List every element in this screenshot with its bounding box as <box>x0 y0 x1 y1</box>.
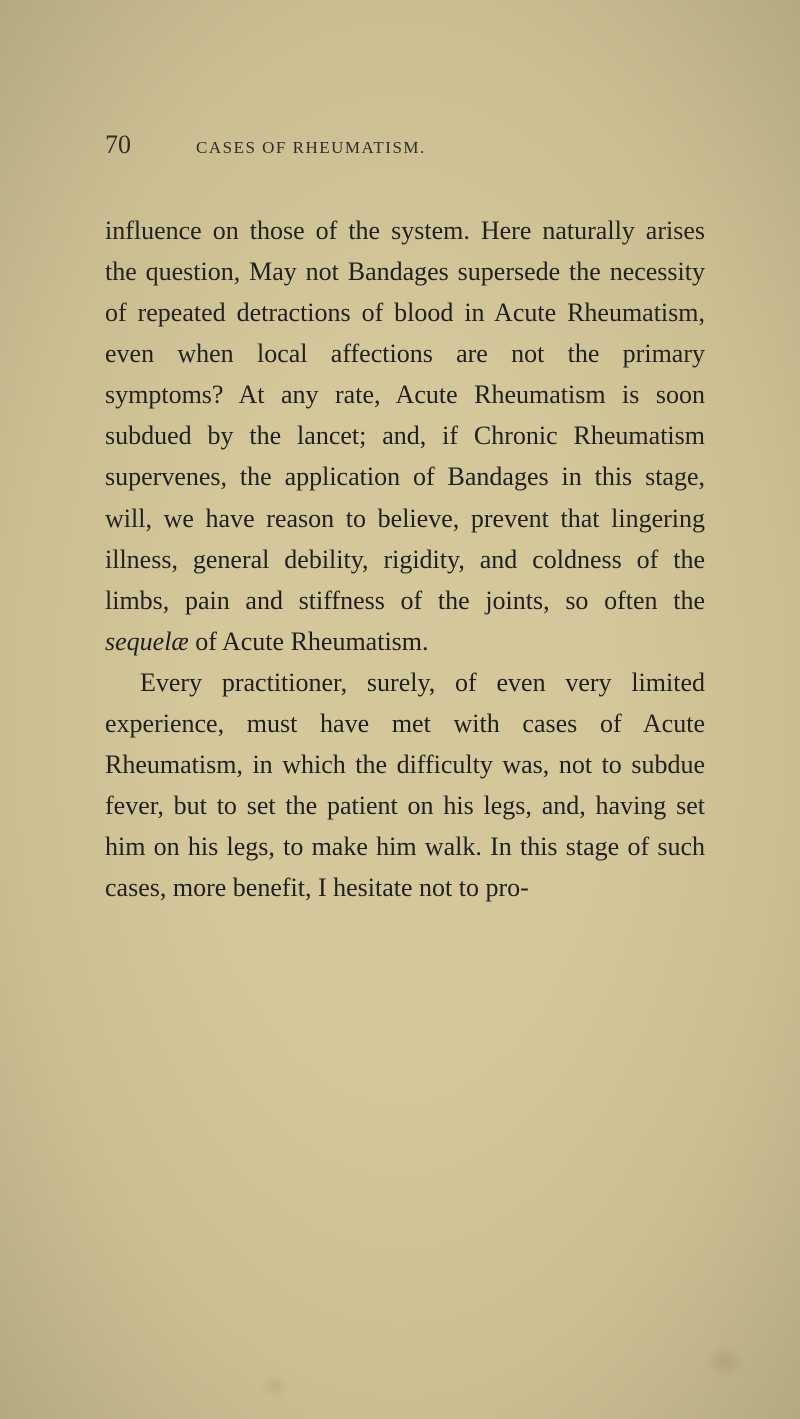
italic-text: sequelæ <box>105 627 189 656</box>
paragraph-2: Every practitioner, surely, of even very… <box>105 662 705 908</box>
paragraph-1: influence on those of the system. Here n… <box>105 210 705 662</box>
text-segment: Every practitioner, surely, of even very… <box>105 668 705 902</box>
page-number: 70 <box>105 130 131 160</box>
text-segment: of Acute Rheumatism. <box>189 627 429 656</box>
body-text: influence on those of the system. Here n… <box>105 210 705 908</box>
book-page: 70 CASES OF RHEUMATISM. influence on tho… <box>0 0 800 1419</box>
page-header: 70 CASES OF RHEUMATISM. <box>105 130 705 160</box>
running-head: CASES OF RHEUMATISM. <box>196 138 426 158</box>
text-segment: influence on those of the system. Here n… <box>105 216 705 615</box>
